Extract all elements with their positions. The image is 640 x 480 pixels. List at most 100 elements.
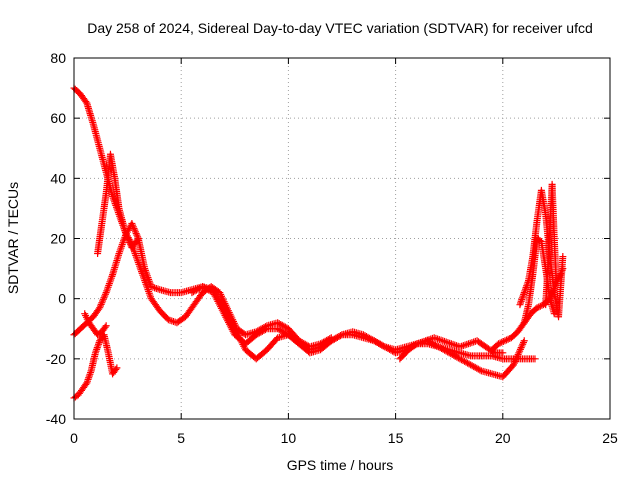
data-point [258,327,266,335]
data-point [102,322,110,330]
data-point [533,304,541,312]
data-point [435,336,443,344]
data-point [154,285,162,293]
data-point [93,345,101,353]
data-point [446,339,454,347]
x-tick-label: 15 [388,430,404,446]
data-point [432,334,440,342]
data-point [535,303,543,311]
series-arc-6 [81,310,110,339]
data-point [330,335,338,343]
data-point [498,338,506,346]
data-point [96,304,104,312]
data-point [451,352,459,360]
data-point [280,322,288,330]
data-point [378,341,386,349]
data-point [499,338,507,346]
data-point [462,358,470,366]
data-point [191,287,199,295]
series-arc-9 [396,334,507,363]
data-point [523,282,531,290]
data-point [132,229,140,237]
chart-title: Day 258 of 2024, Sidereal Day-to-day VTE… [87,20,593,36]
data-point [468,362,476,370]
data-point [521,285,529,293]
data-point [516,345,524,353]
data-point [92,347,100,355]
data-point [93,344,101,352]
data-point [275,326,283,334]
data-point [447,340,455,348]
data-point [333,333,341,341]
data-point [518,296,526,304]
data-point [96,302,104,310]
y-tick-label: 0 [58,291,66,307]
data-point [149,283,157,291]
data-point [94,342,102,350]
x-tick-label: 20 [495,430,511,446]
data-point [415,339,423,347]
data-point [531,355,539,363]
data-point [168,317,176,325]
data-point [252,331,260,339]
data-point [274,319,282,327]
data-point [518,342,526,350]
data-point [503,336,511,344]
y-axis-label: SDTVAR / TECUs [5,182,21,294]
data-point [510,359,518,367]
data-point [151,284,159,292]
data-point [363,332,371,340]
data-point [100,294,108,302]
data-point [517,344,525,352]
data-point [83,377,91,385]
data-point [113,364,121,372]
series-arc-7 [188,283,528,381]
data-point [499,349,507,357]
data-point [375,339,383,347]
data-point [449,340,457,348]
data-point [461,341,469,349]
data-point [274,325,282,333]
data-point [188,289,196,297]
data-points [70,84,567,402]
data-point [335,332,343,340]
data-point [277,326,285,334]
data-point [91,349,99,357]
data-point [336,332,344,340]
data-point [522,283,530,291]
data-point [129,223,137,231]
data-point [254,330,262,338]
data-point [255,329,263,337]
data-point [466,339,474,347]
data-point [196,284,204,292]
data-point [82,380,90,388]
data-point [444,339,452,347]
data-point [83,379,91,387]
y-tick-label: 20 [50,231,66,247]
data-point [257,328,265,336]
series-arc-13 [542,180,560,309]
data-point [101,292,109,300]
data-point [95,339,103,347]
data-point [464,340,472,348]
data-point [372,338,380,346]
data-point [427,335,435,343]
data-point [423,336,431,344]
data-point [327,337,335,345]
y-tick-label: -40 [46,411,66,427]
data-point [467,361,475,369]
data-point [519,340,527,348]
data-point [470,363,478,371]
data-point [261,326,269,334]
data-point [476,366,484,374]
data-point [430,334,438,342]
data-point [97,300,105,308]
data-point [456,343,464,351]
data-point [361,332,369,340]
data-point [278,321,286,329]
data-point [451,341,459,349]
axis-ticks: 0 5 10 15 20 25 -40 -20 0 20 40 60 80 [46,50,618,446]
data-point [434,335,442,343]
data-point [459,342,467,350]
